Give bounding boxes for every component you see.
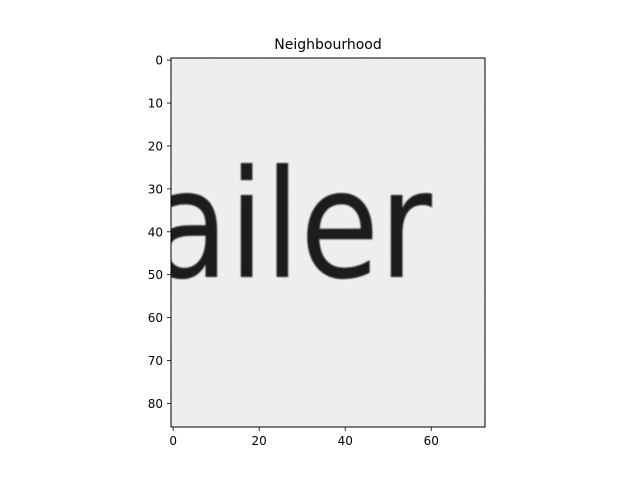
y-tick-label: 0: [155, 54, 163, 68]
paper-grain: [171, 58, 485, 427]
y-tick-label: 20: [148, 139, 163, 153]
scanned-word-upper: ailer: [150, 139, 432, 313]
y-tick-label: 50: [148, 268, 163, 282]
y-tick-label: 40: [148, 225, 163, 239]
y-axis: 0 10 20 30 40 50 60 70 80: [148, 54, 171, 411]
scanned-word-lower: o co: [172, 374, 512, 480]
y-tick-label: 60: [148, 311, 163, 325]
y-tick-label: 10: [148, 97, 163, 111]
x-tick-label: 60: [424, 434, 439, 448]
axes-frame: [170, 57, 486, 428]
chart-title: Neighbourhood: [274, 37, 381, 53]
y-tick-label: 80: [148, 397, 163, 411]
x-tick-label: 0: [169, 434, 177, 448]
y-tick-label: 30: [148, 182, 163, 196]
x-axis: 0 20 40 60: [169, 427, 439, 448]
x-tick-label: 20: [252, 434, 267, 448]
y-tick-label: 70: [148, 354, 163, 368]
x-tick-label: 40: [338, 434, 353, 448]
image-area: ailer o co: [150, 58, 512, 480]
